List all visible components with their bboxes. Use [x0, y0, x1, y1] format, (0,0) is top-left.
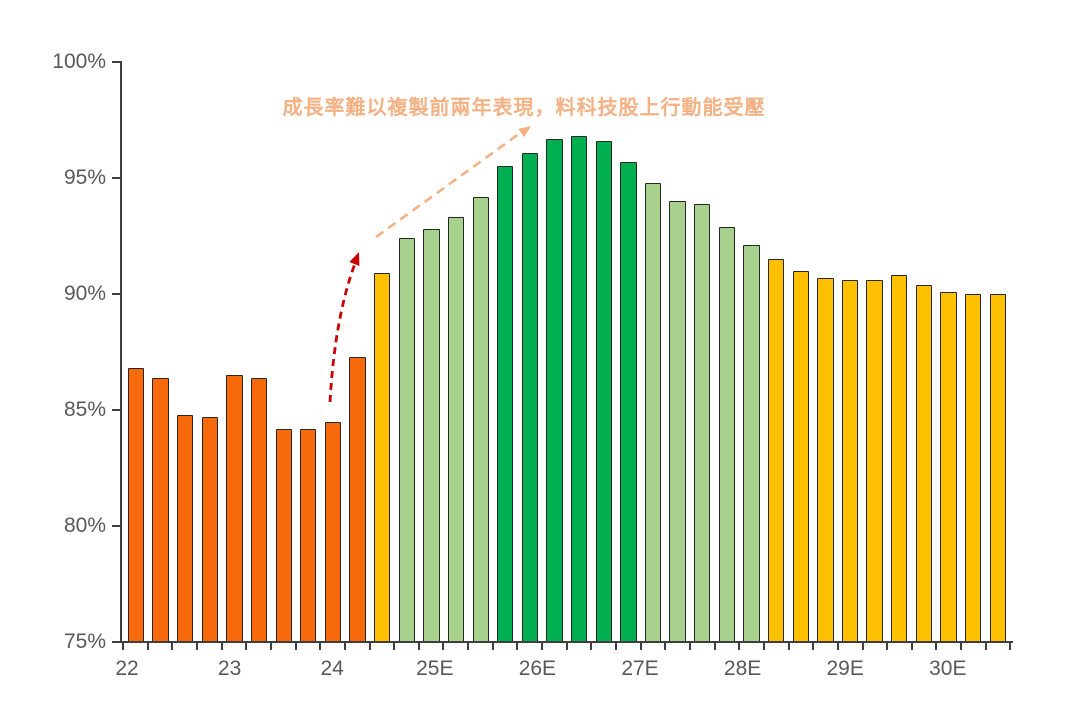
x-tick — [639, 642, 642, 650]
x-tick — [541, 642, 543, 650]
x-tick — [910, 642, 913, 650]
x-tick — [417, 642, 420, 650]
bar — [841, 280, 859, 642]
x-tick-label: 25E — [416, 657, 454, 680]
x-tick — [393, 642, 396, 650]
bar — [349, 356, 366, 642]
x-axis — [119, 641, 1013, 643]
bar — [595, 140, 612, 642]
bar — [300, 428, 317, 642]
x-tick — [960, 642, 963, 650]
bar — [521, 152, 539, 642]
bar — [226, 375, 243, 642]
x-tick-label: 27E — [621, 657, 659, 680]
x-tick-label: 26E — [518, 657, 557, 680]
bar — [767, 259, 785, 642]
bar — [546, 138, 563, 642]
bar — [866, 280, 883, 642]
x-tick — [984, 642, 987, 650]
bar — [423, 229, 440, 642]
y-tick-label: 95% — [63, 166, 106, 189]
y-tick-label: 100% — [52, 50, 106, 73]
y-tick — [112, 61, 121, 63]
x-tick — [615, 642, 617, 650]
bar — [374, 273, 391, 642]
bar — [964, 294, 982, 642]
bar — [940, 291, 957, 642]
bar — [792, 270, 809, 642]
bar — [447, 217, 465, 642]
y-tick — [112, 525, 121, 527]
y-tick-label: 80% — [63, 514, 106, 537]
x-tick — [220, 642, 223, 650]
bar — [891, 275, 908, 642]
bar — [669, 201, 686, 642]
x-tick-label: 23 — [217, 657, 242, 680]
x-tick — [688, 642, 691, 650]
x-tick — [442, 642, 445, 650]
x-tick — [787, 642, 790, 650]
x-tick — [269, 642, 272, 650]
bar — [152, 377, 169, 642]
bar — [250, 377, 268, 642]
y-axis — [119, 61, 122, 643]
y-tick-label: 85% — [63, 398, 106, 421]
x-tick-label: 28E — [723, 657, 762, 680]
x-tick — [590, 642, 593, 650]
bar — [743, 245, 760, 642]
y-tick — [112, 293, 121, 295]
x-tick — [762, 642, 765, 650]
x-tick — [738, 642, 741, 650]
x-tick — [935, 642, 938, 650]
x-tick — [565, 642, 568, 650]
bar — [989, 294, 1006, 642]
x-tick — [368, 642, 371, 650]
x-tick-label: 30E — [929, 657, 967, 680]
x-tick — [713, 642, 716, 650]
y-tick — [112, 409, 121, 411]
bar — [915, 284, 932, 642]
bar — [275, 428, 292, 642]
y-tick — [112, 641, 121, 643]
bar — [497, 166, 514, 642]
y-tick-label: 90% — [63, 282, 106, 305]
x-tick — [861, 642, 864, 650]
bar — [718, 226, 736, 642]
x-tick — [146, 642, 149, 650]
x-tick-label: 29E — [826, 657, 864, 680]
bar — [177, 414, 194, 642]
x-tick — [516, 642, 519, 650]
bar — [694, 203, 711, 642]
x-tick — [343, 642, 346, 650]
bar — [644, 182, 662, 642]
bar — [127, 368, 145, 642]
x-tick-label: 22 — [115, 657, 139, 680]
x-tick — [886, 642, 889, 650]
x-tick — [836, 642, 839, 650]
bar — [398, 238, 415, 642]
x-tick — [171, 642, 174, 650]
x-tick — [491, 642, 494, 650]
x-tick — [812, 642, 815, 650]
bar — [620, 161, 637, 642]
x-tick — [319, 642, 322, 650]
y-tick — [112, 177, 121, 179]
bar — [324, 421, 342, 642]
x-tick — [467, 642, 470, 650]
x-tick — [664, 642, 667, 650]
x-tick — [122, 642, 124, 650]
y-tick-label: 75% — [63, 630, 106, 653]
x-tick-label: 24 — [320, 657, 344, 680]
bar — [472, 196, 489, 642]
x-tick — [245, 642, 248, 650]
x-tick — [1009, 642, 1012, 650]
x-tick — [294, 642, 297, 650]
bar — [571, 136, 588, 642]
annotation-text: 成長率難以複製前兩年表現，料科技股上行動能受壓 — [282, 97, 766, 119]
x-tick — [195, 642, 198, 650]
bar — [201, 417, 219, 642]
bar — [817, 277, 834, 642]
